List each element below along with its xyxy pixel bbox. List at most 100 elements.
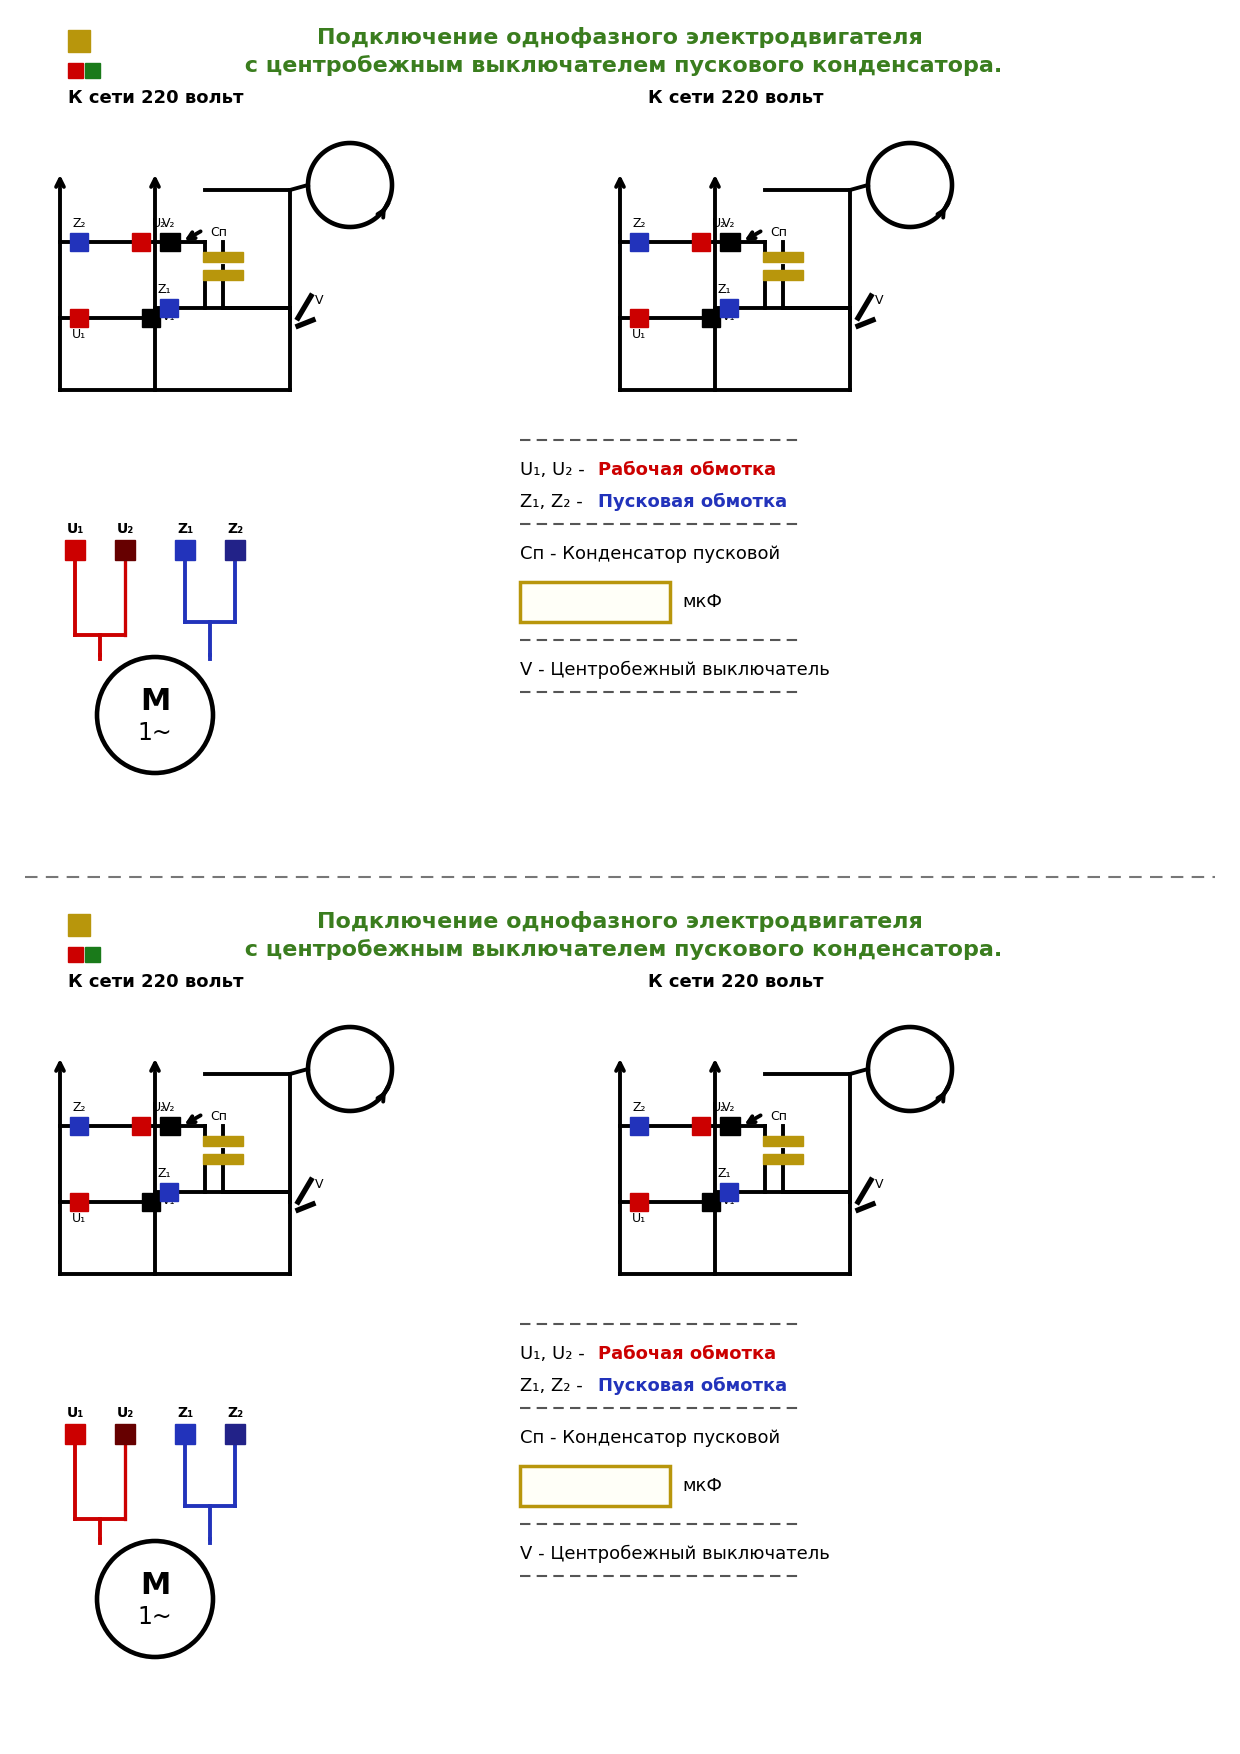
Text: с центробежным выключателем пускового конденсатора.: с центробежным выключателем пускового ко… (237, 940, 1003, 961)
Bar (68, 947, 83, 961)
Bar (160, 298, 179, 317)
Text: Cп: Cп (770, 1110, 787, 1123)
Text: К сети 220 вольт: К сети 220 вольт (68, 89, 243, 107)
Text: Cп: Cп (210, 226, 227, 239)
Text: мкФ: мкФ (682, 593, 722, 610)
Text: Z₂: Z₂ (632, 217, 646, 230)
Bar (69, 1117, 88, 1135)
Bar (115, 540, 135, 560)
Bar (160, 1117, 180, 1135)
Text: V - Центробежный выключатель: V - Центробежный выключатель (520, 1545, 830, 1563)
Text: Cп - Конденсатор пусковой: Cп - Конденсатор пусковой (520, 545, 780, 563)
Bar (720, 1182, 738, 1201)
Bar (69, 1193, 88, 1210)
Text: V: V (875, 293, 883, 307)
Bar (160, 1182, 179, 1201)
Text: 1~: 1~ (138, 1605, 172, 1629)
Text: Рабочая обмотка: Рабочая обмотка (598, 461, 776, 479)
Text: Cп - Конденсатор пусковой: Cп - Конденсатор пусковой (520, 1430, 780, 1447)
Text: U₂: U₂ (117, 523, 134, 537)
Text: К сети 220 вольт: К сети 220 вольт (68, 973, 243, 991)
Bar (720, 1117, 740, 1135)
Text: Z₁: Z₁ (157, 282, 171, 296)
Text: 1~: 1~ (138, 721, 172, 745)
Text: U₁, U₂ -: U₁, U₂ - (520, 1345, 590, 1363)
Text: U₁: U₁ (632, 1212, 646, 1224)
Bar (224, 540, 246, 560)
Bar (630, 309, 649, 326)
Text: Z₂: Z₂ (227, 523, 243, 537)
Bar (720, 298, 738, 317)
Text: Z₁: Z₁ (717, 282, 730, 296)
Bar (763, 253, 804, 261)
FancyBboxPatch shape (520, 582, 670, 623)
Text: V: V (315, 1177, 324, 1191)
Text: U₂: U₂ (153, 217, 166, 230)
Text: V: V (315, 293, 324, 307)
Text: V₁: V₁ (722, 1193, 735, 1207)
Text: Z₁, Z₂ -: Z₁, Z₂ - (520, 1377, 589, 1394)
Bar (175, 1424, 195, 1444)
Text: Рабочая обмотка: Рабочая обмотка (598, 1345, 776, 1363)
Text: Подключение однофазного электродвигателя: Подключение однофазного электродвигателя (317, 912, 923, 933)
Bar (131, 1117, 150, 1135)
Text: V - Центробежный выключатель: V - Центробежный выключатель (520, 661, 830, 679)
Text: К сети 220 вольт: К сети 220 вольт (649, 973, 823, 991)
Bar (702, 309, 720, 326)
Bar (630, 1117, 649, 1135)
Text: мкФ: мкФ (682, 1477, 722, 1494)
Bar (692, 1117, 711, 1135)
Text: V₂: V₂ (722, 1102, 735, 1114)
Text: U₁: U₁ (66, 1407, 83, 1421)
Text: Z₁, Z₂ -: Z₁, Z₂ - (520, 493, 589, 510)
Text: U₁: U₁ (66, 523, 83, 537)
Text: Z₁: Z₁ (177, 523, 193, 537)
Bar (86, 63, 100, 77)
Bar (68, 63, 83, 77)
Bar (203, 270, 243, 281)
Text: V₂: V₂ (722, 217, 735, 230)
Text: Z₂: Z₂ (227, 1407, 243, 1421)
Bar (203, 1154, 243, 1165)
Text: V₁: V₁ (722, 309, 735, 323)
Bar (720, 233, 740, 251)
Text: Z₁: Z₁ (177, 1407, 193, 1421)
Bar (131, 233, 150, 251)
Text: U₁, U₂ -: U₁, U₂ - (520, 461, 590, 479)
Bar (160, 233, 180, 251)
Text: U₂: U₂ (153, 1102, 166, 1114)
Bar (763, 270, 804, 281)
Text: Z₂: Z₂ (72, 217, 86, 230)
Text: U₂: U₂ (712, 1102, 727, 1114)
Bar (68, 30, 91, 53)
Text: U₂: U₂ (712, 217, 727, 230)
Text: Cп: Cп (210, 1110, 227, 1123)
Bar (630, 233, 649, 251)
Bar (702, 1193, 720, 1210)
Text: Cп: Cп (770, 226, 787, 239)
Bar (115, 1424, 135, 1444)
Bar (86, 947, 100, 961)
Bar (203, 253, 243, 261)
Text: U₁: U₁ (632, 328, 646, 340)
Text: V₁: V₁ (162, 309, 176, 323)
Text: U₁: U₁ (72, 328, 86, 340)
Text: Z₁: Z₁ (157, 1166, 171, 1180)
Text: M: M (140, 686, 170, 716)
Bar (64, 1424, 86, 1444)
Text: V₂: V₂ (162, 217, 176, 230)
Bar (64, 540, 86, 560)
Bar (143, 309, 160, 326)
Bar (203, 1137, 243, 1145)
Text: Z₂: Z₂ (632, 1102, 646, 1114)
Bar (763, 1154, 804, 1165)
Bar (143, 1193, 160, 1210)
Text: Пусковая обмотка: Пусковая обмотка (598, 493, 787, 510)
Bar (224, 1424, 246, 1444)
Text: Z₂: Z₂ (72, 1102, 86, 1114)
Bar (630, 1193, 649, 1210)
Bar (175, 540, 195, 560)
Text: U₁: U₁ (72, 1212, 86, 1224)
Text: U₂: U₂ (117, 1407, 134, 1421)
Text: с центробежным выключателем пускового конденсатора.: с центробежным выключателем пускового ко… (237, 56, 1003, 77)
